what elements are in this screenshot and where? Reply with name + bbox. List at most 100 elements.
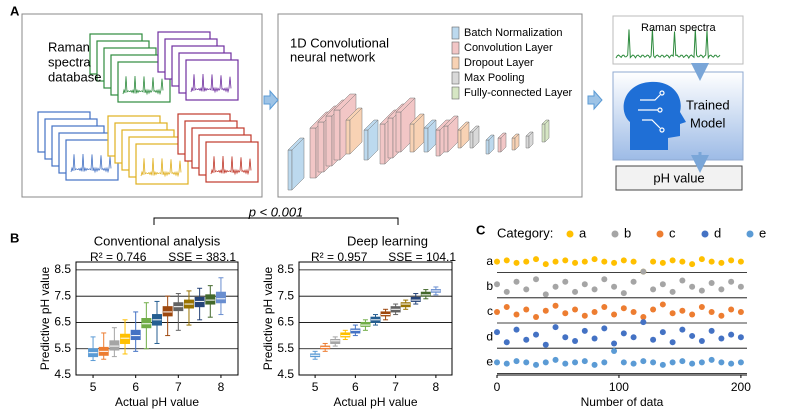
point [601,276,608,283]
point [620,330,627,337]
point [620,359,627,366]
layer-block [511,137,516,151]
legend-marker [656,230,664,238]
x-axis-label: Number of data [581,395,664,409]
y-tick-label: 6.5 [54,315,71,329]
x-tick-label: 6 [132,380,139,394]
point [728,306,735,313]
point [523,306,530,313]
point [503,257,510,264]
point [718,259,725,266]
annotation: R² = 0.957 [311,250,368,264]
cnn-layers [287,93,550,191]
point [689,283,696,290]
layer-block [469,131,474,149]
point [708,280,715,287]
legend-label: Fully-connected Layer [464,87,573,99]
point [650,258,657,265]
point [503,360,510,367]
layer-block [541,123,546,143]
annotation: R² = 0.746 [90,250,147,264]
point [523,286,530,293]
point [572,306,579,313]
legend-label: Convolution Layer [464,42,553,54]
point [737,283,744,290]
point [542,359,549,366]
point [669,310,676,317]
point [630,258,637,265]
box [350,328,361,334]
point [640,314,647,321]
layer-block [363,129,369,161]
point [562,257,569,264]
point [581,281,588,288]
point [689,332,696,339]
y-tick-label: d [486,329,493,343]
p-value: p < 0.001 [248,204,304,219]
point [737,258,744,265]
y-axis-label: Predictive pH value [38,266,52,370]
point [689,360,696,367]
panel-label: A [10,3,20,18]
point [718,335,725,342]
point [533,361,540,368]
box [340,332,351,338]
legend-label: a [579,225,587,240]
point [513,358,520,365]
point [562,360,569,367]
point [708,356,715,363]
point [611,348,618,355]
layer-block [472,125,480,149]
y-tick-label: 4.5 [54,367,71,381]
bracket [153,217,399,225]
layer-block [435,129,441,157]
point [513,278,520,285]
point [494,359,500,366]
point [591,309,598,315]
legend-swatch [451,41,460,55]
point [542,291,549,298]
legend-marker [611,230,619,238]
layer-block [497,137,502,153]
legend-label: e [759,225,766,240]
y-tick-label: b [486,279,493,293]
y-tick-label: a [486,254,493,268]
legend-label: d [714,225,721,240]
point [630,360,637,367]
point [533,276,540,283]
y-tick-label: 4.5 [277,367,294,381]
plot-frame [298,261,453,376]
point [679,258,686,265]
point [542,341,549,348]
point [728,278,735,285]
layer-block [349,107,363,155]
layer-block [528,131,534,149]
x-tick-label: 7 [392,380,399,394]
point [533,256,540,263]
chart-title: Deep learning [347,233,428,248]
point [581,312,588,319]
point [601,325,608,332]
point [728,360,735,367]
point [737,359,744,366]
point [552,283,559,290]
point [650,306,657,313]
x-tick-label: 7 [175,380,182,394]
layer-block [544,119,550,143]
legend-label: Max Pooling [464,72,525,84]
point [659,329,666,336]
layer-block [409,123,415,153]
point [591,256,598,263]
point [611,259,618,266]
legend-swatch [451,56,460,70]
legend-label: Batch Normalization [464,27,562,39]
point [679,277,686,284]
point [611,283,618,290]
x-tick-label: 5 [90,380,97,394]
point [552,302,559,309]
point [650,359,657,366]
box [410,296,421,302]
point [562,334,569,341]
point [581,258,588,265]
